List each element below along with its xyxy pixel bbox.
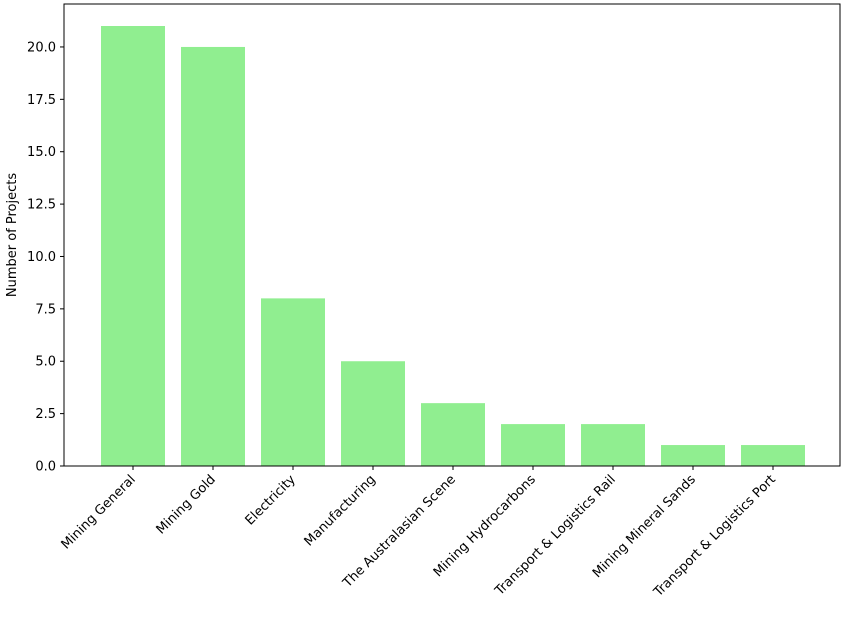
y-tick-label: 15.0 <box>27 145 56 160</box>
x-tick-label: Mining Gold <box>154 472 219 537</box>
bar-the-australasian-scene <box>421 403 485 466</box>
bars-group <box>101 26 805 466</box>
bar-mining-general <box>101 26 165 466</box>
y-tick-label: 17.5 <box>27 93 56 108</box>
bar-manufacturing <box>341 361 405 466</box>
plot-frame <box>63 3 841 467</box>
y-tick-label: 7.5 <box>35 302 56 317</box>
bar-mining-gold <box>181 46 245 466</box>
bar-electricity <box>261 298 325 466</box>
y-axis-label: Number of Projects <box>5 173 20 297</box>
y-axis: 0.0 2.5 5.0 7.5 10.0 12.5 15.0 17.5 20.0 <box>27 40 64 475</box>
y-tick-label: 5.0 <box>35 355 56 370</box>
x-tick-label: Manufacturing <box>302 472 379 549</box>
bar-transport-logistics-port <box>741 445 805 466</box>
bar-mining-mineral-sands <box>661 445 725 466</box>
bar-mining-hydrocarbons <box>501 424 565 466</box>
y-tick-label: 20.0 <box>27 40 56 55</box>
y-tick-label: 10.0 <box>27 250 56 265</box>
y-tick-label: 0.0 <box>35 460 56 475</box>
y-tick-label: 2.5 <box>35 407 56 422</box>
x-axis: Mining General Mining Gold Electricity Manu… <box>59 466 779 601</box>
y-tick-label: 12.5 <box>27 198 56 213</box>
x-tick-label: Electricity <box>243 472 299 528</box>
bar-transport-logistics-rail <box>581 424 645 466</box>
x-tick-label: Mining General <box>59 472 139 552</box>
